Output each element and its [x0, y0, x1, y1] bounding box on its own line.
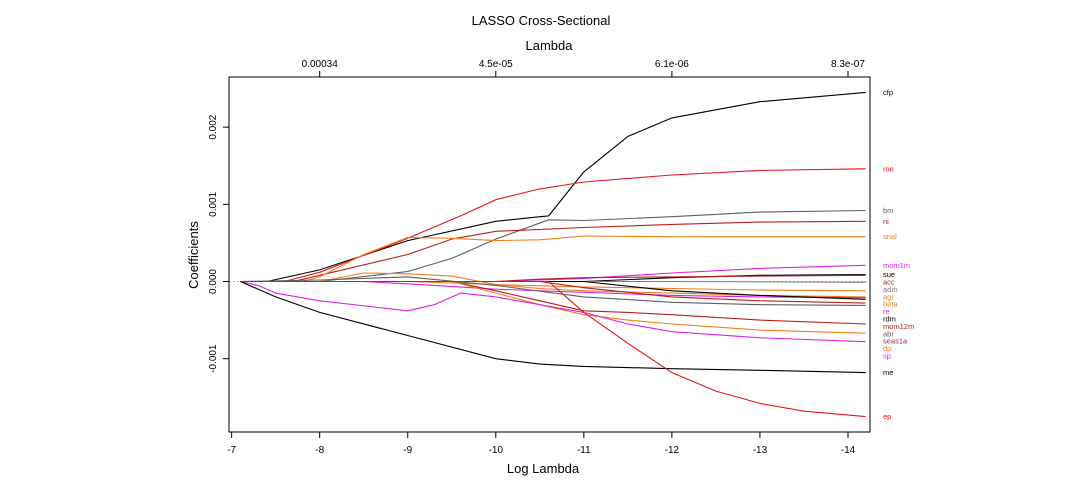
x-tick-label: -13 [753, 445, 768, 456]
y-tick-label: -0.001 [208, 344, 219, 373]
y-tick-label: 0.000 [208, 269, 219, 294]
legend-label-beta: beta [883, 300, 898, 309]
legend: cfp roe bm ni snal mom1msueaccadmagrbetarerdm… [883, 88, 914, 421]
legend-label-seas1a: seas1a [883, 337, 908, 346]
legend-label-agr: agr [883, 292, 894, 301]
top-tick-label: 0.00034 [302, 59, 339, 70]
x-tick-label: -9 [403, 445, 412, 456]
legend-label-dp: dp [883, 344, 891, 353]
legend-label-snal: snal [883, 232, 897, 241]
legend-label-rdm: rdm [883, 315, 896, 324]
series-line-snal [240, 235, 866, 283]
legend-label-abr: abr [883, 329, 894, 338]
legend-label-mom1m: mom1m [883, 261, 910, 270]
legend-label-bm: bm [883, 206, 893, 215]
x-tick-label: -11 [577, 445, 591, 456]
top-axis: 0.00034 4.5e-05 6.1e-06 8.3e-07 [302, 59, 865, 78]
x-tick-label: -7 [227, 445, 236, 456]
series-layer [240, 91, 866, 418]
legend-label-ni: ni [883, 217, 889, 226]
x-axis-label: Log Lambda [507, 461, 580, 476]
plot-frame [228, 76, 871, 433]
series-line-seas1a [240, 280, 866, 325]
series-line-abr [240, 276, 866, 306]
series-line-roe [240, 168, 866, 283]
series-line-ep [240, 280, 866, 418]
series-line-beta [240, 272, 866, 298]
bottom-axis: -7 -8 -9 -10 -11 -12 -13 -14 [227, 431, 856, 456]
legend-label-acc: acc [883, 278, 895, 287]
x-tick-label: -8 [315, 445, 324, 456]
series-line-bm [240, 209, 866, 283]
series-line-ni [240, 220, 866, 283]
series-line-me [240, 280, 866, 374]
top-tick-label: 4.5e-05 [479, 59, 513, 70]
x-tick-label: -14 [841, 445, 856, 456]
legend-label-roe: roe [883, 164, 894, 173]
x-tick-label: -12 [665, 445, 680, 456]
legend-label-cfp: cfp [883, 88, 893, 97]
legend-label-me: me [883, 368, 893, 377]
y-tick-label: 0.002 [208, 114, 219, 139]
legend-label-sp: sp [883, 352, 891, 361]
top-axis-label: Lambda [526, 38, 574, 53]
y-axis-label: Coefficients [186, 221, 201, 289]
x-tick-label: -10 [489, 445, 504, 456]
legend-label-mom12m: mom12m [883, 322, 914, 331]
series-line-sp [240, 280, 866, 343]
top-tick-label: 8.3e-07 [831, 59, 865, 70]
top-tick-label: 6.1e-06 [655, 59, 689, 70]
series-line-dp [240, 280, 866, 334]
legend-label-sue: sue [883, 270, 895, 279]
chart-title: LASSO Cross-Sectional [472, 13, 611, 28]
legend-label-adm: adm [883, 285, 898, 294]
y-tick-label: 0.001 [208, 191, 219, 216]
series-line-cfp [240, 91, 866, 283]
legend-label-re: re [883, 307, 890, 316]
left-axis: -0.001 0.000 0.001 0.002 [208, 114, 230, 373]
legend-label-ep: ep [883, 412, 891, 421]
